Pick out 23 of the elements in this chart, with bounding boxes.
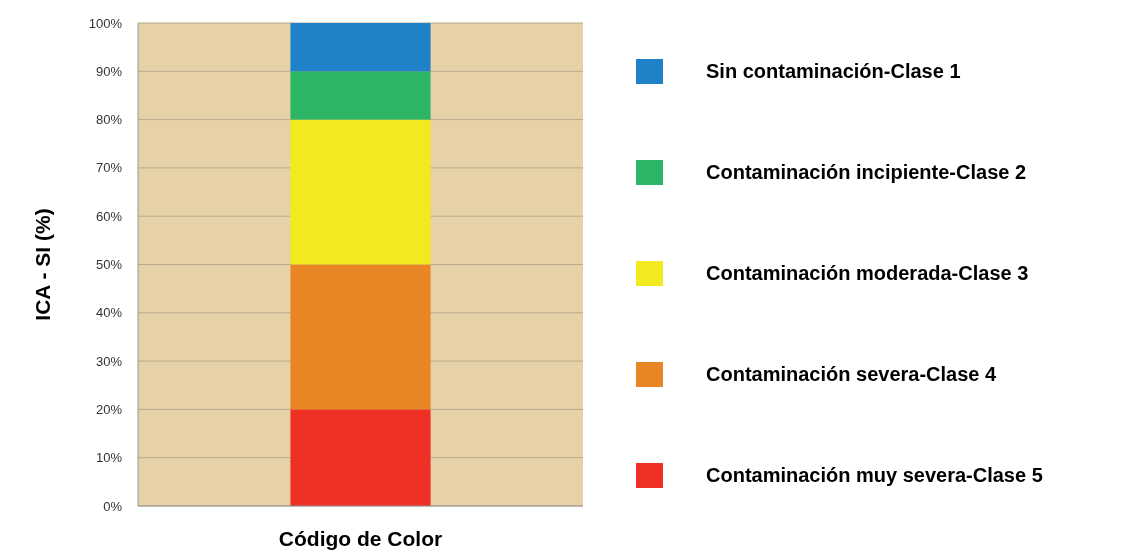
legend-label: Sin contaminación-Clase 1	[706, 60, 961, 82]
legend-label: Contaminación severa-Clase 4	[706, 363, 997, 385]
bar	[290, 264, 431, 410]
bar	[290, 23, 431, 72]
y-tick-label: 10%	[95, 450, 123, 466]
x-axis-title: Código de Color	[278, 527, 443, 550]
legend-label: Contaminación moderada-Clase 3	[706, 262, 1029, 284]
y-tick-label: 20%	[95, 401, 123, 417]
y-tick-label: 50%	[95, 257, 123, 273]
bar	[290, 71, 431, 120]
bar	[290, 409, 431, 506]
y-tick-label: 90%	[95, 63, 123, 79]
y-tick-label: 70%	[95, 160, 123, 176]
y-tick-label: 30%	[95, 353, 123, 369]
bar	[290, 119, 431, 265]
y-tick-label: 80%	[95, 112, 123, 128]
legend-label: Contaminación incipiente-Clase 2	[706, 161, 1027, 183]
y-tick-label: 60%	[95, 208, 123, 224]
y-tick-label: 40%	[95, 305, 123, 321]
y-tick-label: 0%	[103, 498, 123, 514]
y-axis-title: ICA - SI (%)	[31, 208, 54, 321]
legend-label: Contaminación muy severa-Clase 5	[706, 464, 1043, 486]
y-tick-label: 100%	[88, 15, 123, 31]
